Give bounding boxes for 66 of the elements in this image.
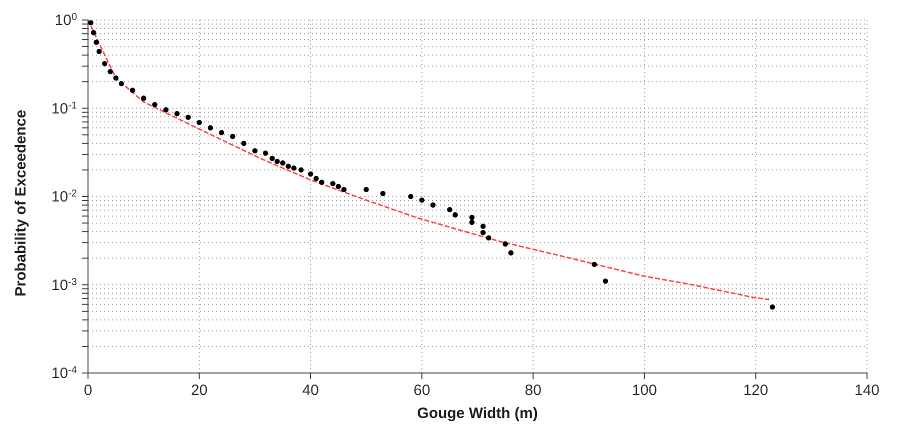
point — [319, 180, 324, 185]
point — [174, 110, 180, 116]
x-tick-label: 0 — [84, 382, 92, 399]
point — [313, 176, 319, 182]
point — [770, 304, 776, 310]
point — [130, 88, 136, 93]
point — [419, 197, 425, 203]
point — [186, 114, 191, 120]
point — [102, 61, 108, 66]
point — [330, 180, 336, 186]
point — [602, 278, 608, 284]
point — [592, 262, 597, 268]
point — [469, 220, 475, 225]
point — [252, 148, 258, 154]
point — [447, 206, 452, 212]
x-tick-label: 60 — [414, 382, 430, 399]
line-series — [88, 20, 770, 300]
point — [291, 165, 297, 171]
point — [364, 186, 369, 192]
point — [380, 190, 386, 196]
y-tick-label: 10$^{-3}$ — [51, 276, 78, 294]
point — [270, 156, 275, 162]
point — [274, 158, 280, 164]
point — [113, 75, 118, 81]
y-tick-label: 10$^{-4}$ — [51, 364, 78, 382]
x-tick-label: 100 — [632, 382, 657, 399]
point — [196, 120, 202, 126]
x-tick-label: 120 — [743, 382, 768, 399]
point — [241, 140, 246, 146]
point — [480, 224, 486, 229]
point — [480, 230, 486, 236]
y-axis-title: Probability of Exceedence — [12, 110, 30, 296]
point — [218, 130, 224, 136]
point — [208, 125, 214, 130]
point — [262, 150, 268, 156]
point — [140, 96, 146, 101]
point — [152, 102, 158, 108]
point — [298, 167, 304, 173]
point — [163, 107, 169, 112]
point — [118, 81, 124, 86]
point — [94, 40, 99, 45]
point — [452, 212, 458, 218]
point — [469, 214, 475, 220]
point — [341, 186, 347, 192]
point — [286, 164, 291, 169]
point — [280, 160, 286, 166]
y-tick-label: 10$^{0}$ — [54, 12, 78, 29]
point — [502, 241, 508, 247]
point — [88, 20, 94, 26]
point — [230, 134, 236, 140]
y-tick-label: 10$^{-1}$ — [51, 100, 78, 118]
point — [308, 171, 314, 177]
point — [90, 30, 96, 36]
point — [108, 68, 113, 74]
x-tick-label: 40 — [302, 382, 319, 399]
x-tick-label: 20 — [190, 382, 208, 399]
point — [430, 202, 436, 208]
x-axis-title: Gouge Width (m) — [417, 405, 538, 422]
point — [486, 235, 492, 240]
x-tick-label: 80 — [524, 382, 542, 399]
x-tick-label: 140 — [854, 382, 880, 399]
y-tick-label: 10$^{-2}$ — [51, 188, 78, 206]
point — [408, 194, 414, 200]
point — [336, 184, 342, 190]
point — [96, 48, 102, 54]
point — [508, 250, 514, 256]
